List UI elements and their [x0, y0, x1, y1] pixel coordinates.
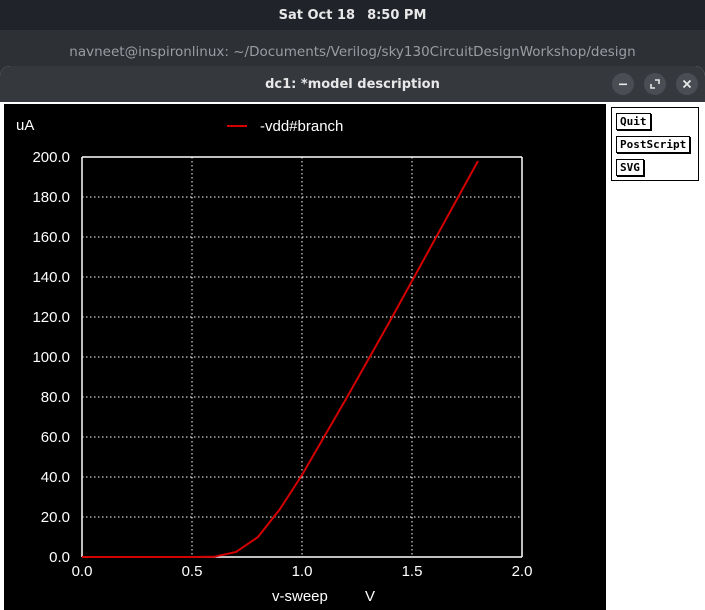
plot-window-title: dc1: *model description: [265, 76, 440, 92]
y-tick-label: 180.0: [32, 189, 70, 206]
plot-window-header[interactable]: dc1: *model description: [0, 66, 705, 102]
minimize-button[interactable]: [612, 73, 634, 95]
x-tick-label: 0.0: [72, 563, 93, 580]
x-tick-label: 1.0: [292, 563, 313, 580]
y-tick-label: 80.0: [41, 389, 70, 406]
postscript-button[interactable]: PostScript: [616, 136, 691, 153]
y-tick-label: 60.0: [41, 429, 70, 446]
series-line: [82, 160, 479, 558]
legend: -vdd#branch: [227, 118, 343, 135]
plot-window: dc1: *model description uA -vdd#branch: [0, 66, 705, 610]
x-unit-label: V: [365, 588, 375, 605]
x-tick-label: 0.5: [182, 563, 203, 580]
y-tick-label: 140.0: [32, 269, 70, 286]
close-icon: [682, 79, 692, 89]
y-tick-label: 100.0: [32, 349, 70, 366]
x-tick-label: 2.0: [512, 563, 533, 580]
system-top-bar: Sat Oct 18 8:50 PM: [0, 0, 705, 30]
y-unit-label: uA: [16, 117, 34, 134]
legend-label: -vdd#branch: [260, 118, 343, 135]
y-tick-label: 200.0: [32, 149, 70, 166]
y-tick-label: 40.0: [41, 469, 70, 486]
y-tick-label: 160.0: [32, 229, 70, 246]
y-tick-label: 20.0: [41, 509, 70, 526]
x-axis-label: v-sweep: [272, 588, 328, 605]
quit-button[interactable]: Quit: [616, 113, 651, 130]
close-button[interactable]: [676, 73, 698, 95]
clock[interactable]: Sat Oct 18 8:50 PM: [279, 8, 427, 23]
minimize-icon: [619, 83, 627, 86]
terminal-window-title: navneet@inspironlinux: ~/Documents/Veril…: [0, 30, 705, 72]
chart-svg: uA -vdd#branch 0.0 20.0 40.0 60.0 80.0 100.0 1…: [16, 117, 533, 605]
y-tick-label: 120.0: [32, 309, 70, 326]
maximize-button[interactable]: [644, 73, 666, 95]
time-label: 8:50 PM: [367, 7, 427, 23]
maximize-icon: [650, 79, 660, 89]
button-panel: Quit PostScript SVG: [611, 107, 699, 181]
x-tick-label: 1.5: [402, 563, 423, 580]
plot-area[interactable]: uA -vdd#branch 0.0 20.0 40.0 60.0 80.0 100.0 1…: [4, 104, 606, 610]
y-tick-label: 0.0: [49, 549, 70, 566]
svg-button[interactable]: SVG: [616, 159, 644, 176]
date-label: Sat Oct 18: [278, 7, 356, 23]
